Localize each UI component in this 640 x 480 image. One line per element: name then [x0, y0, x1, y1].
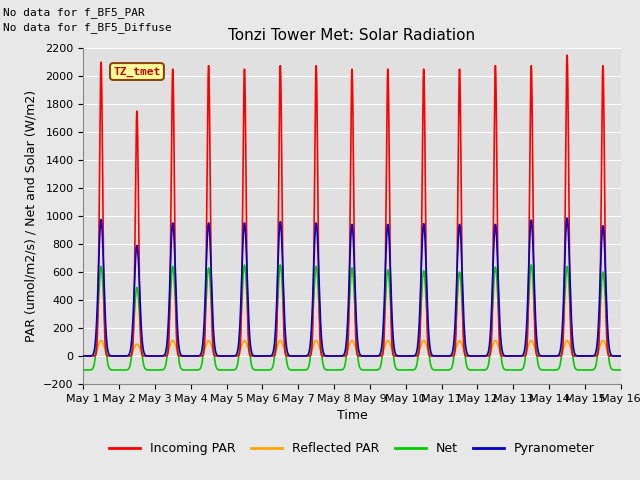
Text: No data for f_BF5_Diffuse: No data for f_BF5_Diffuse	[3, 22, 172, 33]
Title: Tonzi Tower Met: Solar Radiation: Tonzi Tower Met: Solar Radiation	[228, 28, 476, 43]
Y-axis label: PAR (umol/m2/s) / Net and Solar (W/m2): PAR (umol/m2/s) / Net and Solar (W/m2)	[24, 90, 37, 342]
Legend: Incoming PAR, Reflected PAR, Net, Pyranometer: Incoming PAR, Reflected PAR, Net, Pyrano…	[104, 437, 600, 460]
Text: No data for f_BF5_PAR: No data for f_BF5_PAR	[3, 7, 145, 18]
X-axis label: Time: Time	[337, 409, 367, 422]
Text: TZ_tmet: TZ_tmet	[113, 66, 161, 77]
